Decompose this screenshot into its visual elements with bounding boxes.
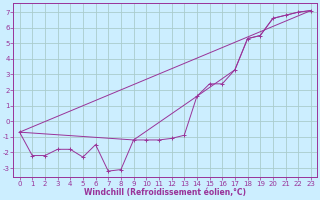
- X-axis label: Windchill (Refroidissement éolien,°C): Windchill (Refroidissement éolien,°C): [84, 188, 246, 197]
